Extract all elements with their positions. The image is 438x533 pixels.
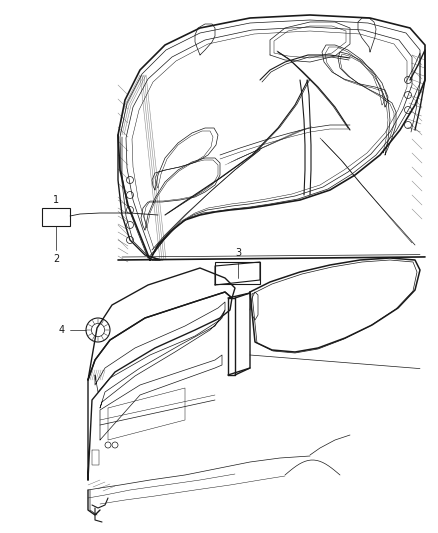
Text: 1: 1	[53, 195, 59, 205]
Text: 4: 4	[59, 325, 65, 335]
Text: 2: 2	[53, 254, 59, 264]
Text: 3: 3	[235, 248, 241, 258]
Bar	[42, 208, 70, 226]
Bar	[215, 262, 260, 284]
